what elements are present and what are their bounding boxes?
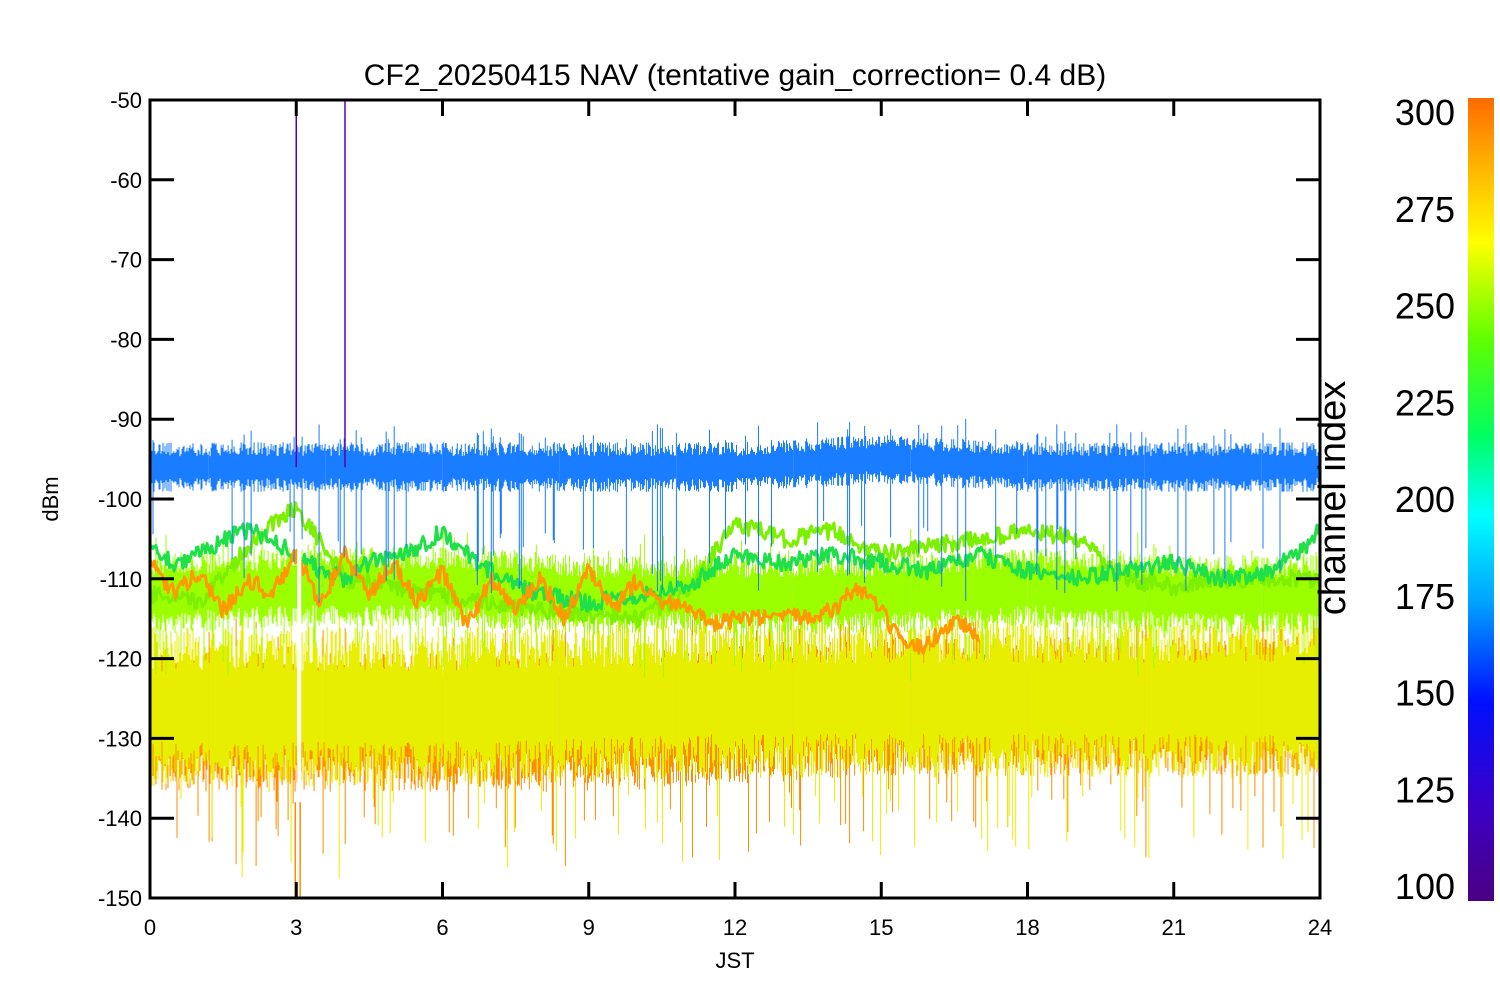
y-tick-label: -140 [98, 806, 142, 831]
colorbar-tick-label: 150 [1395, 673, 1455, 714]
x-axis-label: JST [715, 948, 754, 973]
data-gap [297, 546, 302, 898]
colorbar-tick-label: 275 [1395, 189, 1455, 230]
x-tick-label: 0 [144, 915, 156, 940]
y-tick-label: -150 [98, 886, 142, 911]
colorbar-tick-label: 175 [1395, 576, 1455, 617]
x-tick-label: 18 [1015, 915, 1039, 940]
y-tick-label: -80 [110, 327, 142, 352]
series-ch285 [150, 545, 981, 655]
data-layer [150, 100, 1320, 898]
x-tick-label: 21 [1162, 915, 1186, 940]
x-tick-label: 6 [436, 915, 448, 940]
axis-layer: 0 3 6 9 12 15 18 21 24 -50 -60 -70 -80 -90 -100 -110 -12… [98, 88, 1332, 940]
colorbar-tick-label: 225 [1395, 382, 1455, 423]
colorbar-label: channel index [1312, 381, 1354, 616]
colorbar-tick-label: 125 [1395, 769, 1455, 810]
colorbar-ticks: 300 275 250 225 200 175 150 125 100 [1395, 92, 1455, 907]
colorbar-tick-label: 100 [1395, 866, 1455, 907]
chart-title: CF2_20250415 NAV (tentative gain_correct… [364, 59, 1106, 92]
colorbar [1468, 98, 1494, 901]
series-ch230 [150, 522, 1320, 613]
y-tick-label: -70 [110, 248, 142, 273]
series-ch150 [150, 418, 1320, 603]
x-tick-label: 9 [583, 915, 595, 940]
colorbar-tick-label: 250 [1395, 286, 1455, 327]
y-tick-label: -50 [110, 88, 142, 113]
y-tick-label: -120 [98, 647, 142, 672]
y-axis-label: dBm [38, 476, 63, 521]
y-tick-label: -110 [100, 567, 142, 592]
y-tick-label: -60 [110, 168, 142, 193]
y-tick-label: -100 [98, 487, 142, 512]
x-tick-label: 24 [1308, 915, 1332, 940]
y-tick-label: -90 [110, 407, 142, 432]
x-tick-label: 3 [290, 915, 302, 940]
y-tick-label: -130 [98, 726, 142, 751]
colorbar-tick-label: 200 [1395, 479, 1455, 520]
series-ch265 [150, 578, 1320, 879]
x-tick-label: 12 [723, 915, 747, 940]
colorbar-tick-label: 300 [1395, 92, 1455, 133]
x-tick-label: 15 [869, 915, 893, 940]
